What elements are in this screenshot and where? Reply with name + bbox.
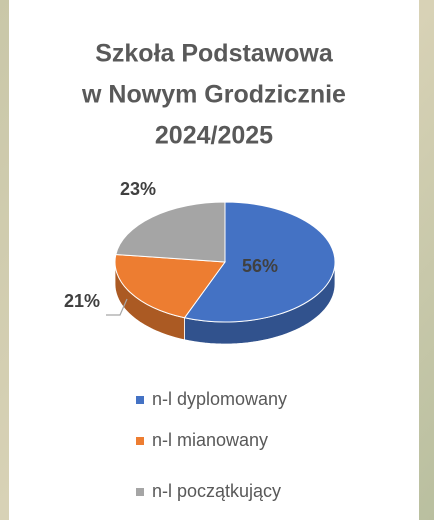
slice	[115, 201, 226, 263]
leader-line	[106, 298, 128, 316]
chart-title: Szkoła Podstawowa w Nowym Grodzicznie 2024…	[81, 40, 346, 150]
data-labels: 56% 21% 23%	[64, 179, 278, 311]
data-label: 21%	[64, 291, 100, 311]
legend: n-l dyplomowany n-l mianowany n-l początku…	[136, 389, 287, 501]
legend-label: n-l dyplomowany	[152, 389, 287, 409]
legend-swatch	[136, 396, 144, 404]
slice	[183, 201, 336, 323]
data-label: 56%	[242, 256, 278, 276]
title-line: 2024/2025	[155, 122, 273, 150]
legend-label: n-l mianowany	[152, 430, 268, 450]
legend-swatch	[136, 437, 144, 445]
data-label: 23%	[120, 179, 156, 199]
title-line: w Nowym Grodzicznie	[81, 81, 346, 109]
title-line: Szkoła Podstawowa	[95, 40, 334, 68]
slice	[114, 253, 226, 319]
legend-swatch	[136, 488, 144, 496]
legend-label: n-l początkujący	[152, 481, 281, 501]
pie-tops	[114, 201, 336, 323]
